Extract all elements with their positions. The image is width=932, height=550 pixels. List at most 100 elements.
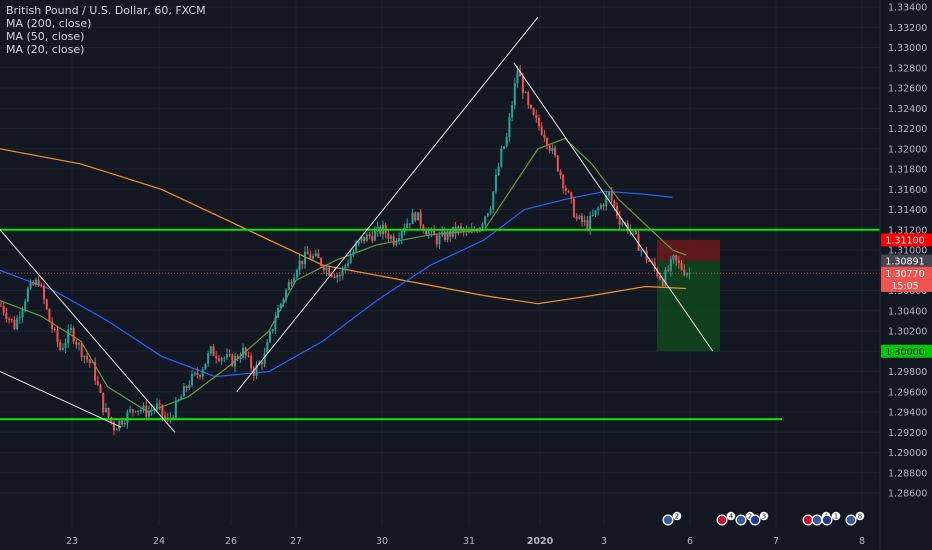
y-tick-label: 1.33000 [888, 43, 927, 54]
x-tick-label: 3 [601, 536, 607, 547]
take-profit-zone[interactable] [657, 261, 720, 352]
candle-body [581, 215, 584, 223]
trendline[interactable] [0, 229, 176, 433]
candle-body [540, 126, 543, 135]
candle-body [357, 240, 360, 245]
y-tick-label: 1.33200 [888, 23, 927, 34]
candle-body [664, 269, 667, 287]
candle-body [24, 301, 27, 310]
trendline[interactable] [0, 371, 122, 428]
y-tick-label: 1.32200 [888, 124, 927, 135]
candle-body [637, 234, 640, 251]
candle-body [597, 208, 600, 211]
candle-body [102, 392, 105, 413]
candle-body [446, 231, 449, 241]
candle-body [242, 347, 245, 358]
candle-body [591, 214, 594, 216]
candle-body [360, 236, 363, 241]
y-tick-label: 1.32400 [888, 104, 927, 115]
candle-body [459, 226, 462, 229]
candle-body [320, 257, 323, 266]
stop-loss-zone[interactable] [657, 239, 720, 262]
candle-body [32, 282, 35, 285]
x-tick-label: 6 [687, 536, 693, 547]
candle-body [306, 251, 309, 255]
candle-body [465, 230, 468, 232]
economic-events[interactable]: 2423418 [662, 511, 865, 526]
candle-body [543, 134, 546, 139]
trendline[interactable] [513, 62, 714, 352]
candle-body [486, 213, 489, 217]
candle-body [274, 317, 277, 330]
legend-ma50[interactable]: MA (50, close) [6, 30, 85, 43]
candle-body [123, 423, 126, 425]
candle-body [53, 329, 56, 331]
candle-body [86, 355, 89, 360]
candle-body [548, 145, 551, 151]
candle-body [371, 236, 374, 241]
candle-body [675, 255, 678, 261]
event-count-badge [672, 511, 682, 521]
candle-body [156, 403, 159, 410]
price-tag [881, 254, 932, 268]
price-tag [881, 278, 932, 292]
x-tick-label: 8 [859, 536, 865, 547]
candle-body [481, 223, 484, 228]
candle-body [634, 229, 637, 235]
candle-body [344, 265, 347, 269]
candle-body [83, 355, 86, 358]
candle-body [605, 195, 608, 207]
candle-body [511, 104, 514, 118]
y-tick-label: 1.31200 [888, 225, 927, 236]
candle-body [10, 318, 13, 320]
candle-body [559, 171, 562, 176]
event-count-badge [726, 511, 736, 521]
trendline[interactable] [236, 16, 539, 393]
candle-body [519, 71, 522, 77]
candle-body [177, 399, 180, 401]
time-axis[interactable]: 23 24 26 27 30 31 2020 3 6 7 8 [66, 536, 865, 547]
price-tag-label: 1.31100 [885, 235, 924, 246]
event-count: 4 [729, 512, 734, 520]
candle-body [688, 273, 691, 275]
candle-body [443, 231, 446, 241]
candle-body [161, 404, 164, 416]
candle-body [201, 369, 204, 377]
candle-body [503, 146, 506, 149]
candle-body [438, 235, 441, 245]
legend-ma200[interactable]: MA (200, close) [6, 17, 92, 30]
moving-averages [0, 137, 687, 413]
candle-body [37, 279, 40, 286]
y-tick-label: 1.30200 [888, 327, 927, 338]
candle-body [21, 309, 24, 318]
support-levels[interactable] [0, 228, 880, 421]
candle-body [427, 231, 430, 235]
candle-body [142, 405, 145, 411]
candle-body [368, 234, 371, 237]
candle-body [336, 275, 339, 278]
legend-ma20[interactable]: MA (20, close) [6, 43, 85, 56]
candle-body [567, 190, 570, 193]
flag-icon-fill [822, 515, 832, 525]
candle-body [451, 226, 454, 237]
candle-body [390, 236, 393, 239]
candle-body [282, 299, 285, 304]
trendlines[interactable] [0, 16, 714, 433]
candle-body [158, 403, 161, 405]
candle-body [365, 234, 368, 242]
candle-body [134, 411, 137, 413]
candle-body [546, 138, 549, 146]
candle-body [309, 254, 312, 259]
candle-body [618, 215, 621, 225]
candle-body [225, 354, 228, 358]
candle-body [43, 285, 46, 300]
candle-body [0, 305, 2, 307]
candle-body [26, 288, 29, 302]
candle-body [8, 318, 11, 320]
candle-body [422, 225, 425, 231]
candle-body [94, 361, 97, 381]
candle-body [516, 71, 519, 84]
candle-body [529, 104, 532, 109]
x-tick-label: 31 [463, 536, 475, 547]
